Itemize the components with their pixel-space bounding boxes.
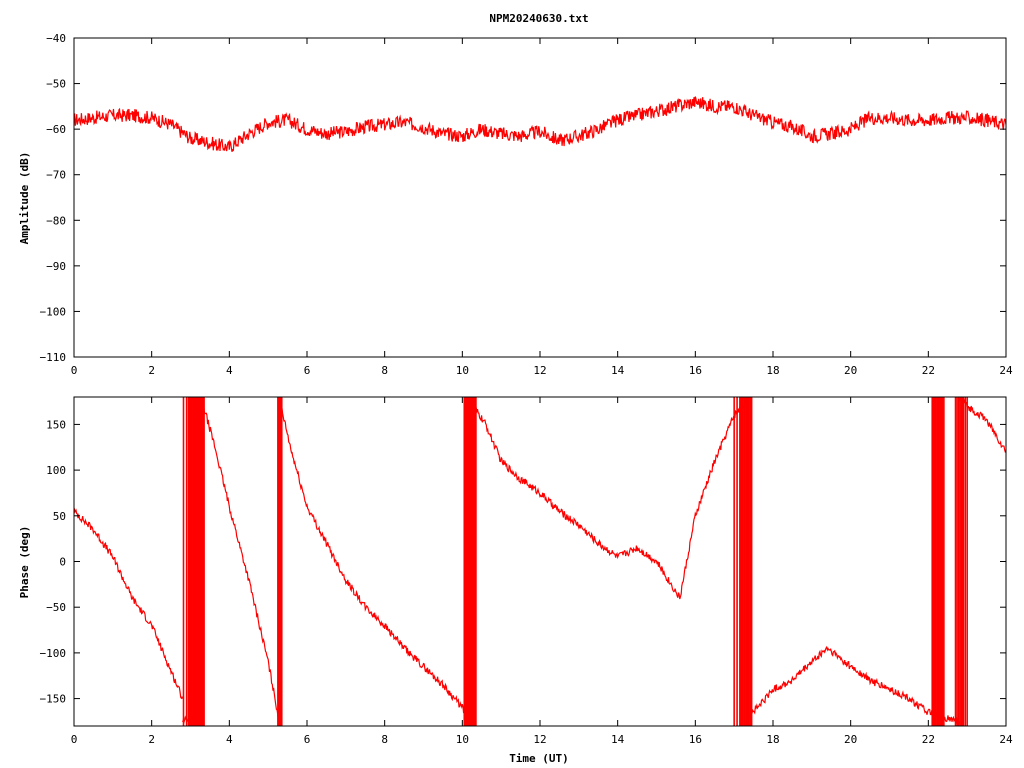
x-tick-label: 4: [226, 364, 233, 377]
x-tick-label: 22: [922, 364, 935, 377]
x-tick-label: 4: [226, 733, 233, 746]
phase-series-line: [182, 714, 203, 726]
y-tick-label: −50: [46, 78, 66, 91]
y-tick-label: −50: [46, 601, 66, 614]
y-tick-label: 0: [59, 556, 66, 569]
phase-series-line: [469, 397, 751, 600]
x-tick-label: 12: [533, 364, 546, 377]
y-tick-label: 100: [46, 464, 66, 477]
y-tick-label: −150: [40, 693, 67, 706]
amplitude-series-group: [74, 96, 1006, 152]
y-tick-label: −60: [46, 123, 66, 136]
x-tick-label: 2: [148, 733, 155, 746]
x-tick-label: 8: [381, 733, 388, 746]
amplitude-plot-frame: [73, 37, 1007, 358]
chart-title: NPM20240630.txt: [489, 12, 588, 25]
x-tick-label: 0: [71, 733, 78, 746]
phase-series-line: [745, 645, 960, 726]
y-tick-label: −100: [40, 305, 67, 318]
x-tick-label: 16: [689, 733, 702, 746]
x-tick-label: 8: [381, 364, 388, 377]
x-tick-label: 14: [611, 364, 625, 377]
y-tick-label: −110: [40, 351, 67, 364]
amplitude-series-line: [74, 96, 1006, 152]
x-tick-label: 6: [304, 733, 311, 746]
phase-series-line: [958, 397, 1006, 453]
phase-series-group: [74, 397, 1006, 726]
phase-ylabel: Phase (deg): [18, 526, 31, 599]
phase-panel: Phase (deg) Time (UT) 0 2 4 6 8 10 12 14 16 18 20 2…: [18, 396, 1013, 765]
x-tick-label: 24: [999, 364, 1013, 377]
x-tick-label: 22: [922, 733, 935, 746]
x-tick-label: 6: [304, 364, 311, 377]
y-tick-label: −90: [46, 260, 66, 273]
x-tick-label: 18: [766, 733, 779, 746]
y-tick-label: 50: [53, 510, 66, 523]
phase-series-line: [74, 507, 184, 700]
x-tick-label: 20: [844, 364, 857, 377]
x-tick-label: 20: [844, 733, 857, 746]
x-tick-label: 2: [148, 364, 155, 377]
amplitude-panel: Amplitude (dB) 0 2 4 6 8 10 12 14 16 18 20 22 24−40−…: [18, 32, 1013, 377]
x-tick-label: 24: [999, 733, 1013, 746]
phase-series-line: [201, 400, 281, 725]
phase-xlabel: Time (UT): [509, 752, 569, 765]
phase-series-line: [279, 398, 471, 722]
x-tick-label: 16: [689, 364, 702, 377]
x-tick-label: 10: [456, 364, 469, 377]
y-tick-label: −80: [46, 214, 66, 227]
x-tick-label: 18: [766, 364, 779, 377]
y-tick-label: −40: [46, 32, 66, 45]
amplitude-ylabel: Amplitude (dB): [18, 152, 31, 245]
y-tick-label: −70: [46, 169, 66, 182]
x-tick-label: 0: [71, 364, 78, 377]
x-tick-label: 14: [611, 733, 625, 746]
x-tick-label: 10: [456, 733, 469, 746]
y-tick-label: −100: [40, 647, 67, 660]
y-tick-label: 150: [46, 418, 66, 431]
x-tick-label: 12: [533, 733, 546, 746]
